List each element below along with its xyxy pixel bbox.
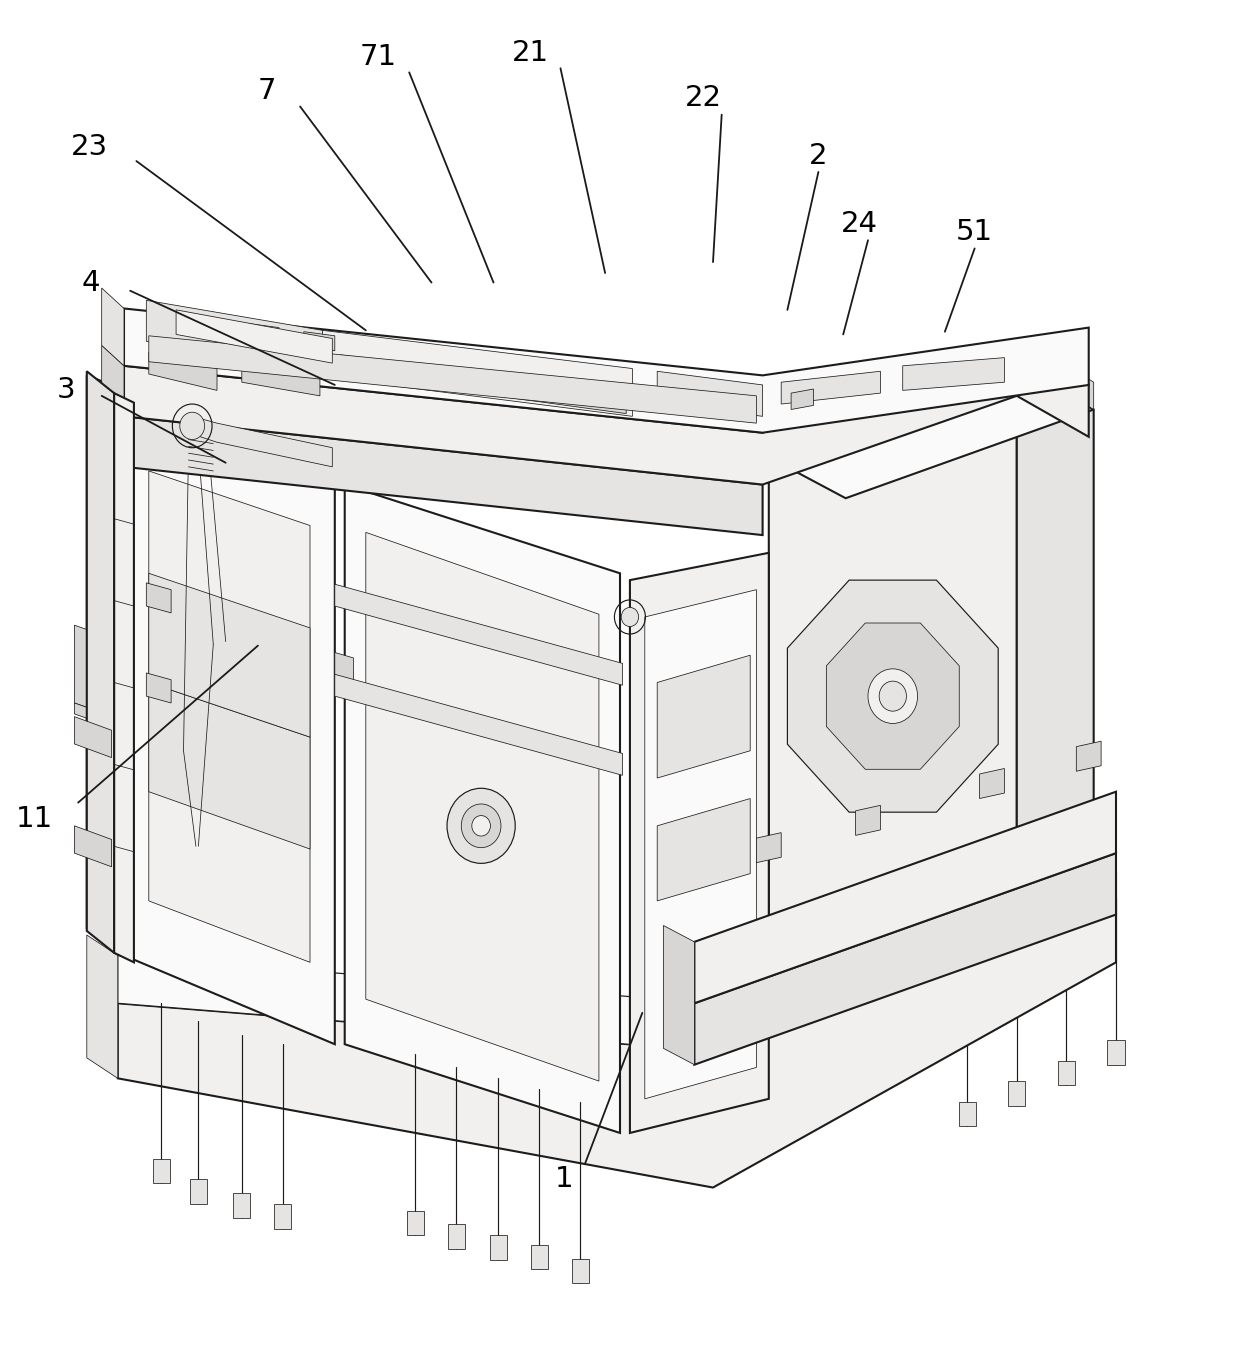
Polygon shape — [335, 674, 622, 775]
Polygon shape — [341, 355, 471, 393]
Polygon shape — [149, 573, 310, 737]
Polygon shape — [531, 1245, 548, 1269]
Ellipse shape — [868, 669, 918, 723]
Polygon shape — [87, 935, 118, 1078]
Text: 24: 24 — [841, 210, 878, 238]
Polygon shape — [74, 717, 112, 758]
Polygon shape — [149, 471, 310, 962]
Polygon shape — [496, 378, 626, 414]
Polygon shape — [756, 833, 781, 863]
Polygon shape — [146, 300, 322, 371]
Polygon shape — [1076, 741, 1101, 771]
Ellipse shape — [446, 789, 516, 864]
Polygon shape — [744, 949, 1094, 1017]
Polygon shape — [146, 673, 171, 703]
Polygon shape — [490, 1235, 507, 1260]
Polygon shape — [74, 703, 102, 723]
Polygon shape — [781, 371, 880, 404]
Polygon shape — [657, 655, 750, 778]
Polygon shape — [74, 625, 102, 713]
Polygon shape — [407, 1211, 424, 1235]
Polygon shape — [719, 396, 742, 416]
Polygon shape — [335, 652, 353, 685]
Polygon shape — [274, 1204, 291, 1228]
Polygon shape — [1008, 1081, 1025, 1106]
Polygon shape — [645, 590, 756, 1099]
Polygon shape — [657, 371, 763, 416]
Text: 1: 1 — [554, 1166, 574, 1193]
Polygon shape — [1017, 341, 1094, 410]
Polygon shape — [192, 315, 223, 334]
Polygon shape — [980, 768, 1004, 799]
Text: 51: 51 — [956, 218, 993, 246]
Polygon shape — [87, 375, 124, 956]
Polygon shape — [149, 352, 217, 390]
Polygon shape — [826, 622, 960, 770]
Text: 2: 2 — [810, 142, 827, 169]
Polygon shape — [124, 416, 763, 535]
Text: 21: 21 — [512, 40, 549, 67]
Polygon shape — [769, 369, 1094, 498]
Polygon shape — [153, 1159, 170, 1183]
Polygon shape — [713, 874, 1116, 1051]
Polygon shape — [663, 925, 694, 1065]
Text: 23: 23 — [71, 134, 108, 161]
Polygon shape — [1017, 369, 1094, 949]
Polygon shape — [87, 371, 114, 953]
Polygon shape — [102, 345, 124, 416]
Ellipse shape — [461, 804, 501, 848]
Text: 7: 7 — [258, 78, 275, 105]
Polygon shape — [102, 288, 124, 366]
Text: 4: 4 — [82, 269, 99, 296]
Polygon shape — [233, 1193, 250, 1218]
Text: 71: 71 — [360, 44, 397, 71]
Polygon shape — [630, 553, 769, 1133]
Polygon shape — [74, 826, 112, 867]
Polygon shape — [124, 308, 1089, 433]
Polygon shape — [345, 485, 620, 1133]
Ellipse shape — [180, 412, 205, 440]
Polygon shape — [118, 874, 1116, 1188]
Polygon shape — [192, 416, 332, 467]
Polygon shape — [694, 792, 1116, 1003]
Polygon shape — [676, 392, 698, 412]
Polygon shape — [713, 996, 744, 1051]
Polygon shape — [304, 332, 335, 351]
Polygon shape — [149, 682, 310, 849]
Ellipse shape — [879, 681, 906, 711]
Polygon shape — [248, 324, 279, 343]
Polygon shape — [124, 403, 335, 1044]
Polygon shape — [149, 336, 756, 423]
Polygon shape — [242, 363, 320, 396]
Polygon shape — [572, 1259, 589, 1283]
Text: 3: 3 — [56, 377, 76, 404]
Polygon shape — [903, 358, 1004, 390]
Polygon shape — [146, 583, 171, 613]
Polygon shape — [190, 1179, 207, 1204]
Polygon shape — [856, 805, 880, 835]
Text: 11: 11 — [16, 805, 53, 833]
Polygon shape — [959, 1102, 976, 1126]
Text: 22: 22 — [684, 85, 722, 112]
Polygon shape — [335, 584, 622, 685]
Polygon shape — [694, 853, 1116, 1065]
Polygon shape — [657, 799, 750, 901]
Polygon shape — [1107, 1040, 1125, 1065]
Polygon shape — [176, 310, 332, 363]
Ellipse shape — [621, 607, 639, 627]
Polygon shape — [114, 393, 134, 962]
Polygon shape — [366, 532, 599, 1081]
Polygon shape — [1058, 1061, 1075, 1085]
Polygon shape — [322, 330, 632, 416]
Polygon shape — [448, 1224, 465, 1249]
Polygon shape — [124, 344, 1089, 485]
Polygon shape — [769, 369, 1017, 990]
Polygon shape — [791, 389, 813, 410]
Polygon shape — [118, 826, 1116, 1051]
Ellipse shape — [471, 816, 491, 835]
Polygon shape — [87, 375, 335, 485]
Polygon shape — [787, 580, 998, 812]
